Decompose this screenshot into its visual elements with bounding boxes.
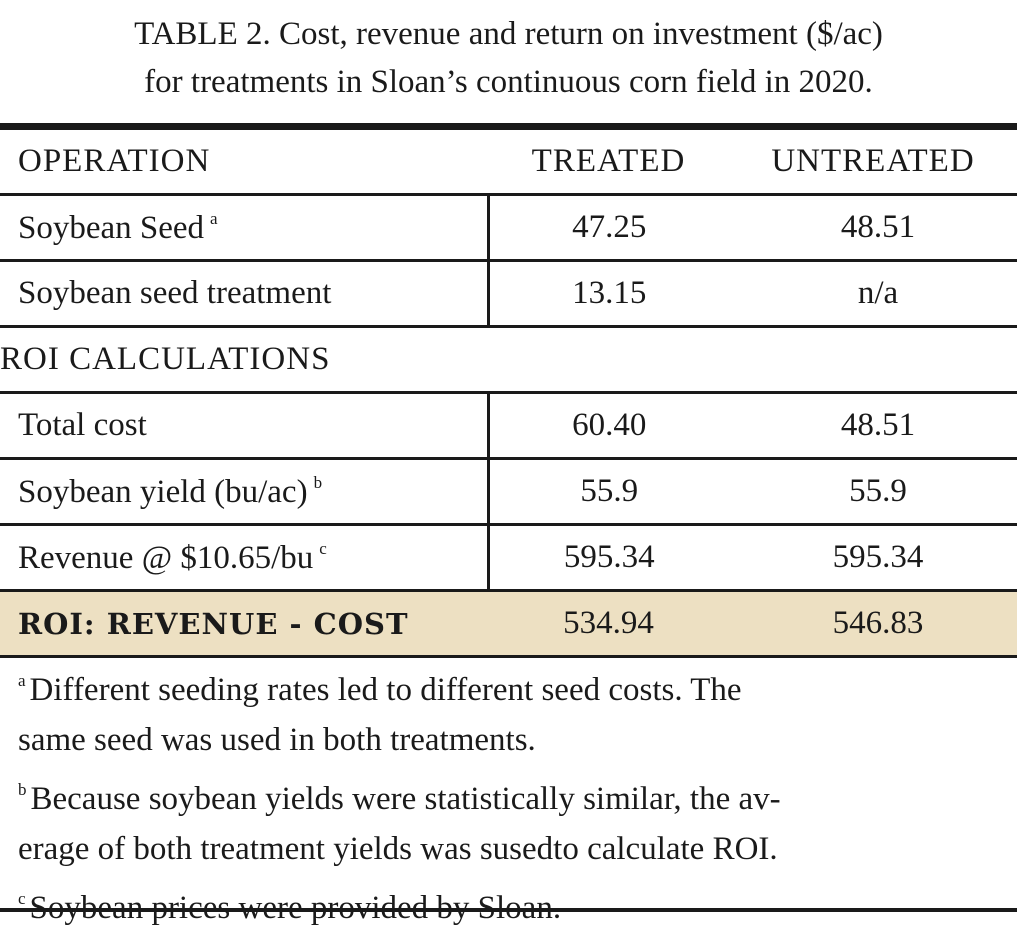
footnote-mark: b bbox=[313, 472, 323, 492]
table-caption: TABLE 2. Cost, revenue and return on inv… bbox=[0, 10, 1017, 106]
roi-section-heading: ROI CALCULATIONS bbox=[0, 326, 1017, 394]
roi-treated-value: 534.94 bbox=[488, 590, 729, 658]
footnote-a-cont: same seed was used in both treatments. bbox=[18, 722, 536, 758]
table-row: Soybean Seed a 47.25 48.51 bbox=[0, 194, 1017, 262]
table-row: Soybean yield (bu/ac) b 55.9 55.9 bbox=[0, 458, 1017, 526]
header-operation: OPERATION bbox=[0, 130, 488, 196]
untreated-value: 48.51 bbox=[729, 392, 1017, 460]
header-untreated: UNTREATED bbox=[729, 130, 1017, 196]
roi-label: ROI: REVENUE - COST bbox=[0, 590, 488, 658]
footnote-mark: a bbox=[210, 208, 218, 228]
treated-value: 60.40 bbox=[488, 392, 729, 460]
untreated-value: 595.34 bbox=[729, 524, 1017, 592]
table-row: Total cost 60.40 48.51 bbox=[0, 392, 1017, 460]
treated-value: 13.15 bbox=[488, 260, 729, 328]
footnote-b-cont: erage of both treatment yields was sused… bbox=[18, 831, 778, 867]
header-row: OPERATION TREATED UNTREATED bbox=[0, 130, 1017, 196]
footnote-c: c Soybean prices were provided by Sloan. bbox=[18, 889, 562, 926]
header-treated: TREATED bbox=[488, 130, 729, 196]
caption-line-1: TABLE 2. Cost, revenue and return on inv… bbox=[134, 16, 883, 52]
row-label: Revenue @ $10.65/bu c bbox=[0, 524, 490, 592]
top-rule bbox=[0, 123, 1017, 130]
row-label: Soybean Seed a bbox=[0, 194, 490, 262]
footnote-mark: c bbox=[319, 538, 327, 558]
treated-value: 55.9 bbox=[488, 458, 729, 526]
footnote-b: b Because soybean yields were statistical… bbox=[18, 780, 781, 817]
row-label: Soybean seed treatment bbox=[0, 260, 490, 328]
footnotes: a Different seeding rates led to differen… bbox=[18, 656, 1003, 933]
untreated-value: n/a bbox=[729, 260, 1017, 328]
table-row: Soybean seed treatment 13.15 n/a bbox=[0, 260, 1017, 328]
roi-row: ROI: REVENUE - COST 534.94 546.83 bbox=[0, 590, 1017, 658]
untreated-value: 48.51 bbox=[729, 194, 1017, 262]
section-heading-row: ROI CALCULATIONS bbox=[0, 326, 1017, 394]
row-label: Total cost bbox=[0, 392, 490, 460]
treated-value: 595.34 bbox=[488, 524, 729, 592]
row-label: Soybean yield (bu/ac) b bbox=[0, 458, 490, 526]
untreated-value: 55.9 bbox=[729, 458, 1017, 526]
cost-roi-table: OPERATION TREATED UNTREATED Soybean Seed… bbox=[0, 130, 1017, 658]
footnote-a: a Different seeding rates led to differen… bbox=[18, 671, 742, 708]
bottom-rule bbox=[0, 908, 1017, 912]
table-row: Revenue @ $10.65/bu c 595.34 595.34 bbox=[0, 524, 1017, 592]
treated-value: 47.25 bbox=[488, 194, 729, 262]
roi-untreated-value: 546.83 bbox=[729, 590, 1017, 658]
caption-line-2: for treatments in Sloan’s continuous cor… bbox=[144, 64, 873, 100]
